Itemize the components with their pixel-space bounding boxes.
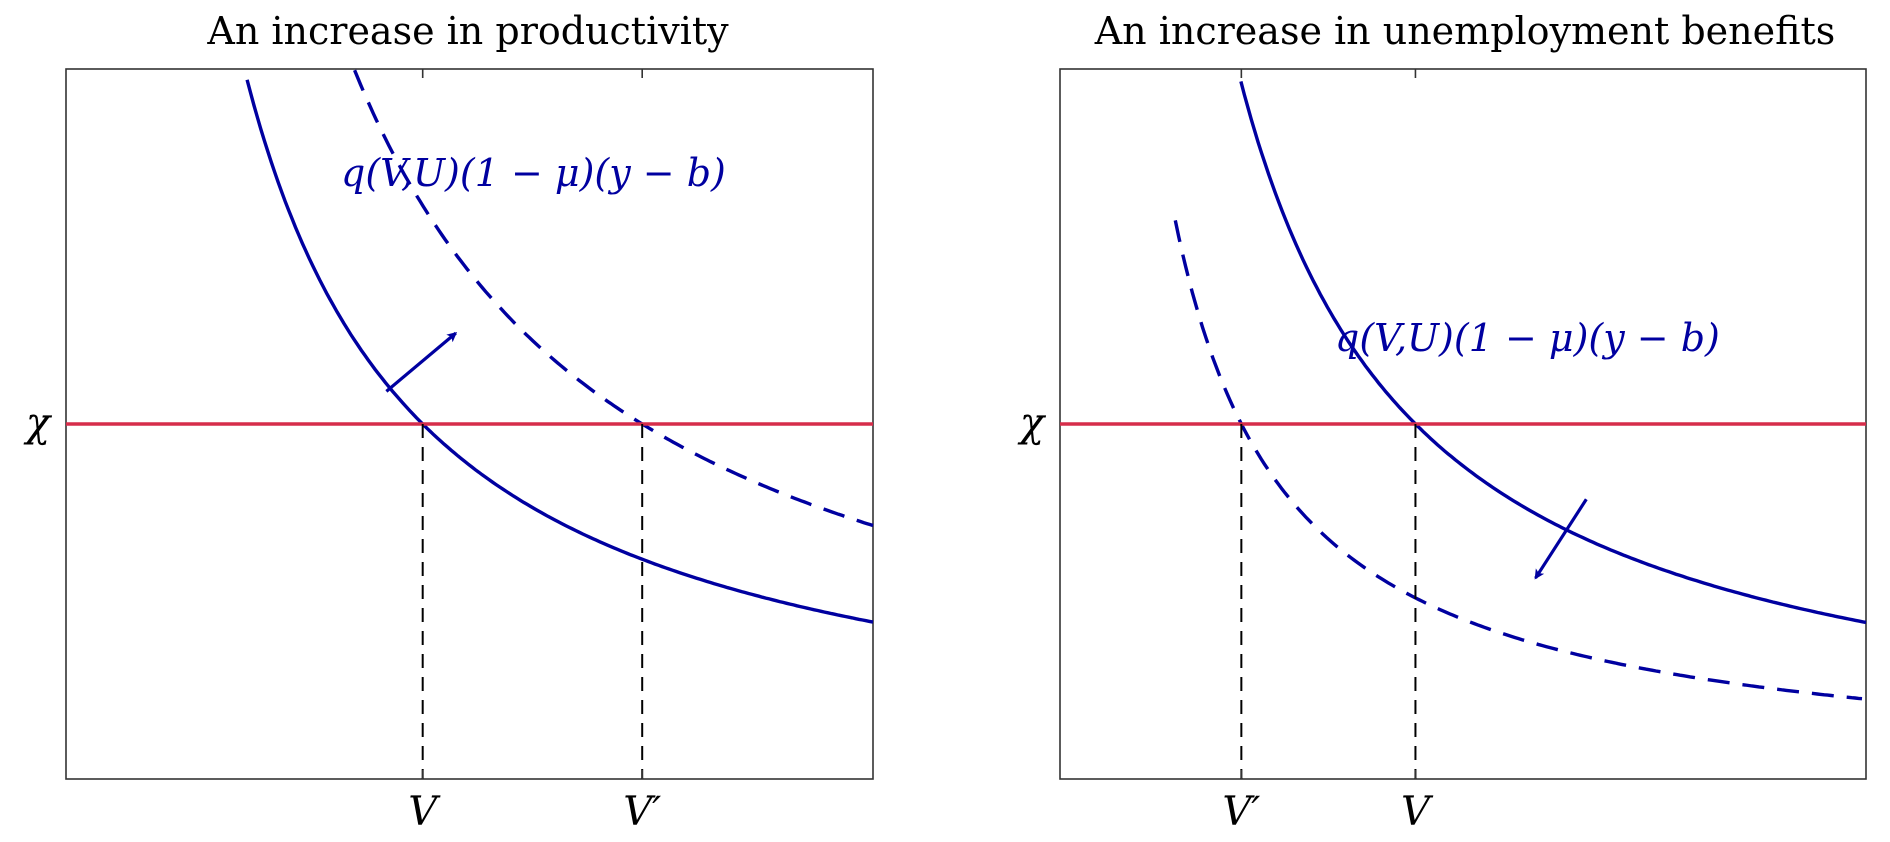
x-tick-label: V	[408, 789, 441, 835]
shift-arrow	[385, 331, 458, 393]
chart-panel-productivity: An increase in productivity χ V V′ q(V,U)(1…	[23, 9, 874, 835]
x-tick-label: V′	[1222, 789, 1260, 835]
curve-label: q(V,U)(1 − μ)(y − b)	[1335, 316, 1720, 360]
x-tick-label: V	[1401, 789, 1434, 835]
chi-label: χ	[23, 400, 53, 446]
plot-area: χ V V′ q(V,U)(1 − μ)(y − b)	[23, 68, 874, 835]
original-curve-solid	[1239, 80, 1867, 625]
x-tick-label: V′	[623, 789, 661, 835]
shifted-curve-dashed	[353, 69, 874, 528]
chi-label: χ	[1017, 400, 1047, 446]
chart-panel-unemployment-benefits: An increase in unemployment benefits χ V′…	[1017, 9, 1867, 835]
shift-arrow	[1534, 498, 1588, 580]
shifted-curve-dashed	[1173, 220, 1863, 701]
plot-area: χ V′ Vq(V,U)(1 − μ)(y − b)	[1017, 68, 1867, 835]
panel-title: An increase in unemployment benefits	[1094, 9, 1836, 53]
original-curve-solid	[245, 79, 874, 624]
panel-title: An increase in productivity	[206, 9, 729, 53]
curve-label: q(V,U)(1 − μ)(y − b)	[341, 151, 726, 195]
